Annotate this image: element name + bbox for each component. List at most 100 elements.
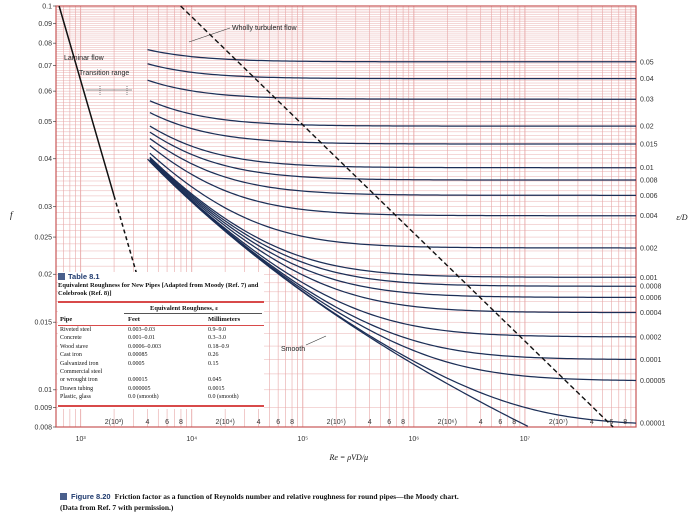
table-cell-feet: 0.000005 — [128, 385, 151, 392]
table-cell-pipe: Wood stave — [60, 343, 89, 350]
x-minor-tick-label: 4 — [146, 419, 150, 426]
roughness-curve — [147, 48, 636, 63]
x-minor-tick-label: 6 — [165, 419, 169, 426]
roughness-curve — [149, 156, 636, 278]
table-cell-mm: 0.0015 — [208, 385, 225, 392]
y-tick-label: 0.01 — [38, 387, 52, 394]
figure-label: Figure 8.20 — [71, 492, 111, 501]
annotation-laminar: Laminar flow — [64, 55, 105, 62]
table-row: Wood stave 0.0006–0.003 0.18–0.9 — [58, 343, 264, 351]
roughness-label: 0.04 — [640, 76, 654, 83]
roughness-curve — [149, 159, 637, 314]
roughness-label: 0.01 — [640, 165, 654, 172]
roughness-label: 0.002 — [640, 245, 658, 252]
table-row: Drawn tubing 0.000005 0.0015 — [58, 385, 264, 393]
table-label: Table 8.1 — [68, 272, 100, 281]
laminar-line — [58, 5, 115, 197]
roughness-label: 0.03 — [640, 97, 654, 104]
x-minor-tick-label: 4 — [257, 419, 261, 426]
table-row: Cast iron 0.00085 0.26 — [58, 351, 264, 359]
x-minor-tick-label: 6 — [276, 419, 280, 426]
table-cell-mm: 0.0 (smooth) — [208, 394, 239, 401]
table-cell-feet: 0.0005 — [128, 360, 145, 367]
table-cell-feet: 0.001–0.01 — [128, 335, 155, 342]
table-cell-mm: 0.15 — [208, 360, 219, 367]
table-row: Plastic, glass 0.0 (smooth) 0.0 (smooth) — [58, 393, 264, 401]
y-tick-label: 0.02 — [38, 272, 52, 279]
table-cell-pipe: Cast iron — [60, 352, 82, 359]
roughness-curve — [149, 112, 636, 145]
table-cell-mm: 0.26 — [208, 352, 219, 359]
table-row: Riveted steel 0.003–0.03 0.9–9.0 — [58, 326, 264, 334]
roughness-axis-label: ε/D — [676, 213, 687, 222]
table-bottom-rule — [58, 404, 264, 407]
roughness-label: 0.006 — [640, 193, 658, 200]
table-group-rule — [124, 313, 262, 314]
chart-labels: 0.1 0.09 0.08 0.07 0.06 0.05 0.04 0.03 0.025 0.02… — [10, 3, 688, 462]
x-axis-label: Re = ρVD/μ — [328, 453, 368, 462]
annotation-wholly-turbulent: Wholly turbulent flow — [232, 25, 298, 32]
plot-frame — [55, 5, 637, 428]
figure-marker-icon — [60, 493, 67, 500]
roughness-label: 0.0008 — [640, 284, 662, 291]
table-row: Commercial steel — [58, 368, 264, 376]
table-cell-pipe: Galvanized iron — [60, 360, 99, 367]
annotation-transition: Transition range — [79, 70, 129, 77]
roughness-curve — [149, 131, 636, 181]
x-minor-tick-label: 2(10⁶) — [438, 419, 457, 426]
x-minor-tick-label: 4 — [368, 419, 372, 426]
chart-frame — [55, 5, 637, 428]
table-title: Table 8.1 — [58, 272, 264, 281]
y-tick-label: 0.06 — [38, 89, 52, 96]
table-cell-feet: 0.0 (smooth) — [128, 394, 159, 401]
x-minor-tick-label: 8 — [401, 419, 405, 426]
table-cell-mm: 0.3–3.0 — [208, 335, 226, 342]
annotation-smooth-leader — [305, 335, 327, 346]
roughness-curve — [149, 157, 636, 287]
roughness-label: 0.0001 — [640, 357, 662, 364]
y-tick-label: 0.015 — [34, 320, 52, 327]
chart-grid — [55, 5, 636, 428]
roughness-label: 0.00005 — [640, 378, 665, 385]
roughness-label: 0.0002 — [640, 334, 662, 341]
table-cell-pipe: Drawn tubing — [60, 385, 94, 392]
y-tick-label: 0.03 — [38, 204, 52, 211]
y-axis-label: f — [10, 210, 14, 220]
table-caption: Equivalent Roughness for New Pipes [Adap… — [58, 282, 259, 297]
table-col-pipe: Pipe — [60, 316, 73, 323]
x-minor-tick-label: 6 — [498, 419, 502, 426]
y-tick-label: 0.1 — [42, 3, 52, 10]
table-header: Equivalent Roughness, ε Pipe Feet Millim… — [58, 305, 264, 325]
roughness-curve — [149, 100, 636, 127]
roughness-label: 0.05 — [640, 59, 654, 66]
x-minor-tick-label: 4 — [590, 419, 594, 426]
roughness-label: 0.0006 — [640, 295, 662, 302]
roughness-table: Table 8.1 Equivalent Roughness for New P… — [58, 272, 264, 409]
x-minor-tick-label: 4 — [479, 419, 483, 426]
roughness-curve — [147, 63, 636, 80]
roughness-curve — [149, 125, 636, 169]
table-cell-feet: 0.003–0.03 — [128, 327, 155, 333]
table-rule — [58, 301, 264, 303]
roughness-label: 0.00001 — [640, 421, 665, 428]
wholly-turbulent-boundary — [180, 5, 614, 428]
table-group-header: Equivalent Roughness, ε — [150, 305, 218, 312]
x-major-tick-label: 10³ — [76, 436, 87, 443]
table-cell-pipe: Concrete — [60, 335, 82, 342]
y-tick-label: 0.09 — [38, 21, 52, 28]
roughness-curve — [149, 145, 636, 217]
roughness-curve — [149, 160, 637, 338]
roughness-label: 0.02 — [640, 124, 654, 131]
table-body: Riveted steel 0.003–0.03 0.9–9.0 Concrete 0.… — [58, 326, 264, 402]
table-cell-feet: 0.0006–0.003 — [128, 343, 161, 350]
table-cell-feet: 0.00015 — [128, 377, 148, 384]
x-minor-tick-label: 6 — [609, 419, 613, 426]
x-major-tick-label: 10⁵ — [297, 436, 308, 443]
y-tick-label: 0.08 — [38, 41, 52, 48]
y-tick-label: 0.009 — [34, 405, 52, 412]
x-minor-tick-label: 2(10³) — [105, 419, 124, 426]
roughness-label: 0.008 — [640, 178, 658, 185]
figure-source: (Data from Ref. 7 with permission.) — [60, 503, 174, 512]
table-row: or wrought iron 0.00015 0.045 — [58, 376, 264, 384]
roughness-curve — [149, 152, 636, 249]
